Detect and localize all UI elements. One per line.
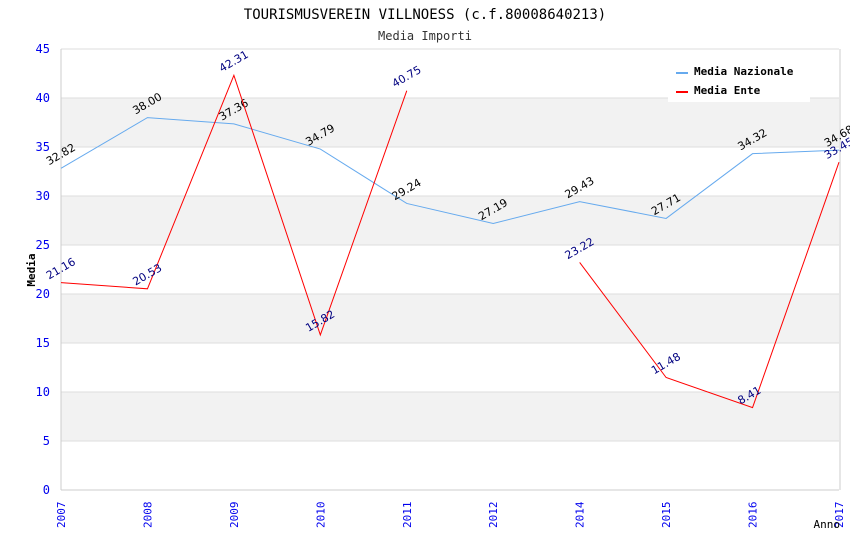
y-tick-label: 15	[36, 336, 50, 350]
x-tick-label: 2008	[141, 502, 154, 529]
x-tick-label: 2014	[574, 501, 587, 528]
x-tick-label: 2011	[401, 502, 414, 529]
x-tick-label: 2009	[228, 502, 241, 529]
grid-band	[61, 98, 839, 147]
y-axis-label: Media	[25, 253, 38, 286]
x-tick-label: 2017	[833, 502, 846, 529]
y-tick-label: 40	[36, 91, 50, 105]
series-line	[60, 73, 408, 337]
data-label: 20.53	[130, 261, 164, 288]
y-tick-label: 25	[36, 238, 50, 252]
legend-label: Media Ente	[694, 84, 761, 97]
x-axis-label: Anno	[814, 518, 841, 531]
y-tick-label: 0	[43, 483, 50, 497]
y-tick-label: 5	[43, 434, 50, 448]
x-tick-label: 2016	[747, 502, 760, 529]
grid-band	[61, 294, 839, 343]
series-line	[579, 162, 840, 409]
y-tick-label: 10	[36, 385, 50, 399]
x-tick-label: 2012	[487, 502, 500, 529]
y-tick-label: 45	[36, 42, 50, 56]
grid-band	[61, 196, 839, 245]
legend-label: Media Nazionale	[694, 65, 794, 78]
data-label: 42.31	[217, 48, 251, 75]
chart-subtitle: Media Importi	[378, 29, 472, 43]
x-tick-label: 2007	[55, 502, 68, 529]
grid-band	[61, 392, 839, 441]
chart-title: TOURISMUSVEREIN VILLNOESS (c.f.800086402…	[244, 7, 606, 23]
y-tick-label: 35	[36, 140, 50, 154]
y-tick-label: 30	[36, 189, 50, 203]
legend: Media Nazionale Media Ente	[668, 58, 810, 102]
data-label: 40.75	[390, 63, 424, 90]
x-tick-label: 2010	[314, 502, 327, 529]
series-line	[60, 117, 840, 225]
y-tick-label: 20	[36, 287, 50, 301]
x-tick-label: 2015	[660, 502, 673, 529]
data-label: 11.48	[649, 350, 683, 377]
